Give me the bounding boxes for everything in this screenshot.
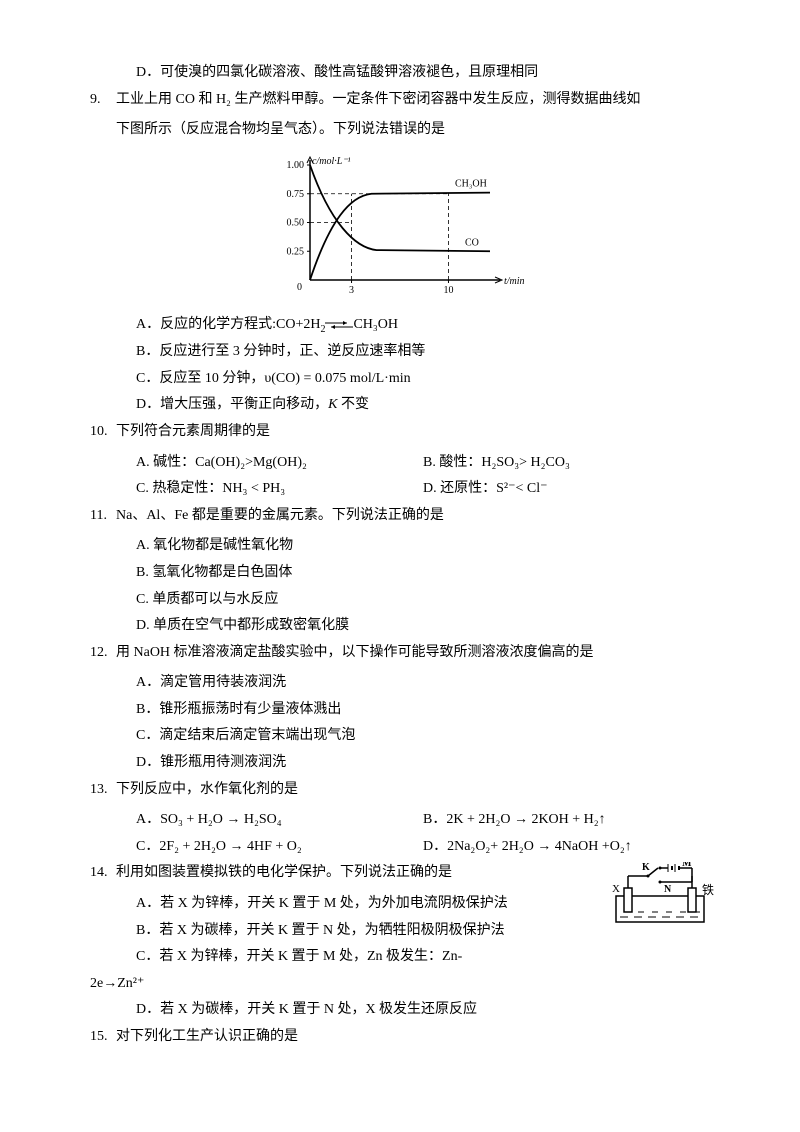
q14-figure: X 铁 K M N (610, 862, 720, 938)
svg-text:CH₃OH: CH₃OH (455, 178, 487, 189)
q14-stem: 14.利用如图装置模拟铁的电化学保护。下列说法正确的是 X铁KMN (90, 860, 710, 887)
q14-option-c-cont: 2e→Zn²⁺ (90, 971, 710, 998)
q10-option-d: D. 还原性：S²⁻< Cl⁻ (423, 476, 710, 503)
q11-num: 11. (90, 503, 116, 530)
q14-option-c: C．若 X 为锌棒，开关 K 置于 M 处，Zn 极发生：Zn- (90, 944, 710, 971)
q9-stem-line2: 下图所示（反应混合物均呈气态）。下列说法错误的是 (90, 117, 710, 144)
q13-option-c: C．2F₂ + 2H₂O → 4HF + O₂ (136, 834, 423, 861)
q9-a-post: CH₃OH (353, 317, 398, 332)
q11-option-a: A. 氧化物都是碱性氧化物 (90, 533, 710, 560)
q9-stem-line1: 工业上用 CO 和 H₂ 生产燃料甲醇。一定条件下密闭容器中发生反应，测得数据曲… (116, 92, 640, 107)
q12-stem-text: 用 NaOH 标准溶液滴定盐酸实验中，以下操作可能导致所测溶液浓度偏高的是 (116, 645, 594, 660)
svg-text:铁: 铁 (702, 883, 714, 897)
q12-option-d: D．锥形瓶用待测液润洗 (90, 750, 710, 777)
q13-option-a: A．SO₃ + H₂O → H₂SO₄ (136, 807, 423, 834)
q9-stem: 9.工业上用 CO 和 H₂ 生产燃料甲醇。一定条件下密闭容器中发生反应，测得数… (90, 87, 710, 114)
q12-option-b: B．锥形瓶振荡时有少量液体溅出 (90, 697, 710, 724)
q11-option-d: D. 单质在空气中都形成致密氧化膜 (90, 613, 710, 640)
svg-text:N: N (664, 884, 672, 895)
q10-stem-text: 下列符合元素周期律的是 (116, 424, 270, 439)
q12-option-c: C．滴定结束后滴定管末端出现气泡 (90, 723, 710, 750)
q9-a-pre: A．反应的化学方程式:CO+2H (136, 317, 320, 332)
svg-text:CO: CO (465, 237, 479, 248)
q9-d-post: 不变 (337, 397, 369, 412)
q9-option-d: D．增大压强，平衡正向移动，K 不变 (90, 392, 710, 419)
svg-text:0.50: 0.50 (287, 217, 305, 228)
q9-option-a: A．反应的化学方程式:CO+2H2CH₃OH (90, 312, 710, 339)
svg-text:c/mol·L⁻¹: c/mol·L⁻¹ (312, 156, 351, 167)
q8-option-d: D．可使溴的四氯化碳溶液、酸性高锰酸钾溶液褪色，且原理相同 (90, 60, 710, 87)
q15-stem: 15.对下列化工生产认识正确的是 (90, 1024, 710, 1051)
svg-text:t/min: t/min (504, 276, 525, 287)
q10-option-b: B. 酸性：H₂SO₃> H₂CO₃ (423, 450, 710, 477)
q10-num: 10. (90, 419, 116, 446)
q12-option-a: A．滴定管用待装液润洗 (90, 670, 710, 697)
q15-stem-text: 对下列化工生产认识正确的是 (116, 1029, 298, 1044)
q13-option-b: B．2K + 2H₂O → 2KOH + H₂↑ (423, 807, 710, 834)
q11-stem-text: Na、Al、Fe 都是重要的金属元素。下列说法正确的是 (116, 508, 444, 523)
q13-num: 13. (90, 777, 116, 804)
q14-num: 14. (90, 860, 116, 887)
q11-option-b: B. 氢氧化物都是白色固体 (90, 560, 710, 587)
q13-option-d: D．2Na₂O₂+ 2H₂O → 4NaOH +O₂↑ (423, 834, 710, 861)
q12-num: 12. (90, 640, 116, 667)
svg-text:3: 3 (349, 285, 354, 296)
svg-text:M: M (682, 862, 692, 869)
svg-text:0.25: 0.25 (287, 246, 305, 257)
q13-stem: 13.下列反应中，水作氧化剂的是 (90, 777, 710, 804)
svg-text:X: X (612, 883, 620, 895)
svg-text:K: K (642, 862, 650, 873)
q9-option-c: C．反应至 10 分钟，υ(CO) = 0.075 mol/L·min (90, 366, 710, 393)
q10-option-c: C. 热稳定性：NH₃ < PH₃ (136, 476, 423, 503)
svg-text:0.75: 0.75 (287, 189, 305, 200)
q14-option-d: D．若 X 为碳棒，开关 K 置于 N 处，X 极发生还原反应 (90, 997, 710, 1024)
q9-chart: 1.00 0.75 0.50 0.25 c/mol·L⁻¹ t/min 0 3 10 CH₃OH C… (90, 150, 710, 311)
q14-stem-text: 利用如图装置模拟铁的电化学保护。下列说法正确的是 (116, 865, 452, 880)
svg-text:1.00: 1.00 (287, 160, 305, 171)
q11-stem: 11.Na、Al、Fe 都是重要的金属元素。下列说法正确的是 (90, 503, 710, 530)
q10-stem: 10.下列符合元素周期律的是 (90, 419, 710, 446)
q9-option-b: B．反应进行至 3 分钟时，正、逆反应速率相等 (90, 339, 710, 366)
svg-text:0: 0 (297, 282, 302, 293)
q10-option-a: A. 碱性：Ca(OH)₂>Mg(OH)₂ (136, 450, 423, 477)
svg-text:10: 10 (443, 285, 453, 296)
q12-stem: 12.用 NaOH 标准溶液滴定盐酸实验中，以下操作可能导致所测溶液浓度偏高的是 (90, 640, 710, 667)
q15-num: 15. (90, 1024, 116, 1051)
q13-stem-text: 下列反应中，水作氧化剂的是 (116, 782, 298, 797)
q9-num: 9. (90, 87, 116, 114)
q11-option-c: C. 单质都可以与水反应 (90, 587, 710, 614)
q9-d-pre: D．增大压强，平衡正向移动， (136, 397, 328, 412)
